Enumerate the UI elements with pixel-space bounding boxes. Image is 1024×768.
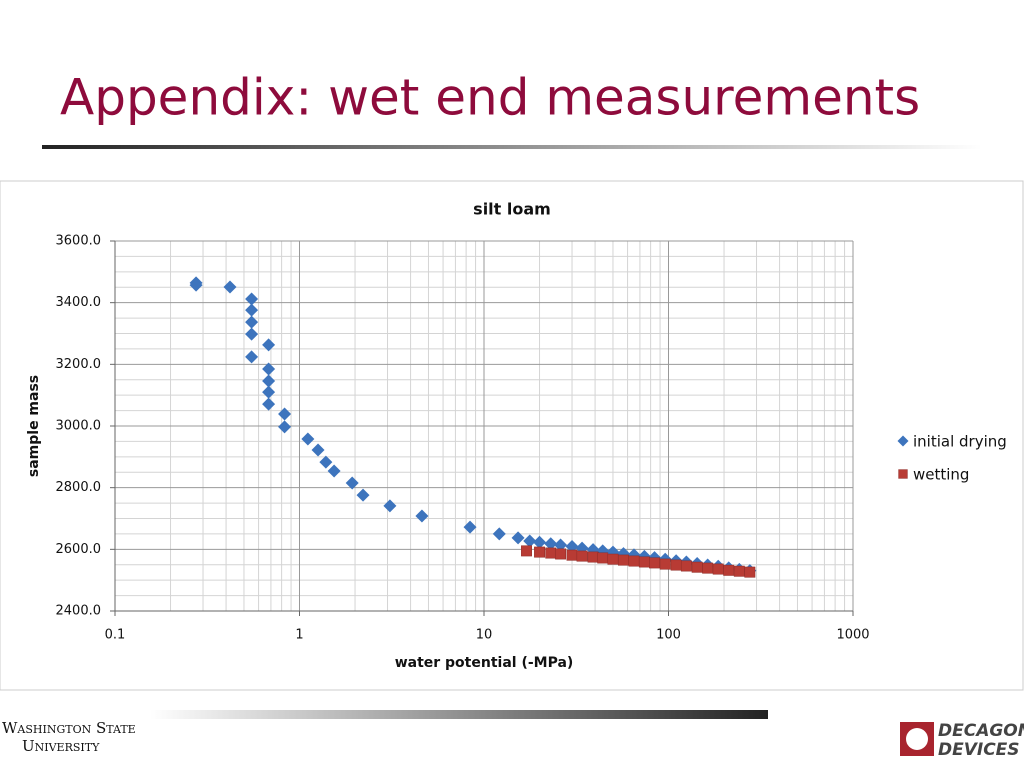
square-point: [638, 556, 650, 568]
y-tick-label: 2800.0: [56, 480, 102, 495]
diamond-point: [415, 509, 429, 523]
chart-title: silt loam: [473, 200, 551, 219]
diamond-point: [311, 443, 325, 457]
diamond-point: [511, 531, 525, 545]
diamond-point: [262, 385, 276, 399]
square-point: [521, 545, 532, 557]
diamond-point: [523, 534, 537, 548]
square-point: [659, 558, 671, 570]
diamond-point: [327, 464, 341, 478]
footer-right-2: DEVICES: [938, 740, 1020, 760]
square-point: [534, 546, 545, 558]
x-tick-label: 1000: [836, 628, 869, 643]
square-point: [597, 552, 609, 564]
diamond-point: [245, 350, 259, 364]
legend-label: wetting: [913, 466, 969, 484]
title-rule: [42, 145, 982, 149]
square-point: [712, 563, 724, 575]
footer-left-2: University: [22, 737, 100, 755]
chart-frame: [0, 180, 1024, 691]
decagon-logo-ring: [906, 728, 928, 750]
diamond-point: [262, 338, 276, 352]
diamond-point: [278, 420, 292, 434]
diamond-point: [245, 315, 259, 329]
square-point: [576, 550, 588, 562]
x-tick-label: 0.1: [105, 628, 126, 643]
square-point: [587, 551, 599, 563]
square-point: [680, 560, 692, 572]
square-point: [702, 562, 714, 574]
diamond-point: [262, 374, 276, 388]
diamond-point: [301, 432, 315, 446]
square-point: [691, 561, 703, 573]
footer-rule: [150, 710, 768, 719]
square-point: [670, 559, 682, 571]
footer-right-1: DECAGON: [938, 721, 1024, 741]
square-point: [649, 557, 660, 569]
diamond-point: [533, 535, 547, 549]
square-point: [618, 554, 629, 566]
square-point: [566, 549, 578, 561]
diamond-point: [356, 488, 370, 502]
diamond-point: [262, 397, 276, 411]
diamond-point: [245, 292, 259, 306]
diamond-point: [245, 327, 259, 341]
square-point: [628, 555, 640, 567]
y-tick-label: 2400.0: [56, 604, 102, 619]
square-point: [733, 565, 745, 577]
square-point: [723, 564, 735, 576]
y-tick-label: 3600.0: [56, 234, 102, 249]
diamond-point: [262, 362, 276, 376]
square-point: [545, 547, 557, 559]
diamond-point: [223, 280, 237, 294]
diamond-point: [278, 407, 292, 421]
x-tick-label: 100: [656, 628, 681, 643]
square-point: [607, 553, 619, 565]
x-tick-label: 10: [476, 628, 493, 643]
y-tick-label: 2600.0: [56, 542, 102, 557]
y-tick-label: 3200.0: [56, 357, 102, 372]
square-point: [555, 548, 567, 560]
diamond-point: [383, 499, 397, 513]
diamond-point: [897, 435, 909, 447]
diamond-point: [345, 476, 359, 490]
y-axis-label: sample mass: [26, 375, 42, 477]
slide-title: Appendix: wet end measurements: [60, 69, 920, 127]
diamond-point: [463, 520, 477, 534]
diamond-point: [554, 538, 568, 552]
diamond-point: [544, 537, 558, 551]
diamond-point: [189, 278, 203, 292]
legend-label: initial drying: [913, 433, 1007, 451]
x-axis-label: water potential (-MPa): [395, 655, 574, 671]
y-tick-label: 3400.0: [56, 295, 102, 310]
diamond-point: [245, 303, 259, 317]
square-point: [744, 566, 756, 578]
diamond-point: [492, 527, 506, 541]
footer-left-1: Washington State: [2, 719, 136, 737]
x-tick-label: 1: [295, 628, 303, 643]
y-tick-label: 3000.0: [56, 419, 102, 434]
square-point: [898, 469, 908, 479]
diamond-point: [319, 455, 333, 469]
